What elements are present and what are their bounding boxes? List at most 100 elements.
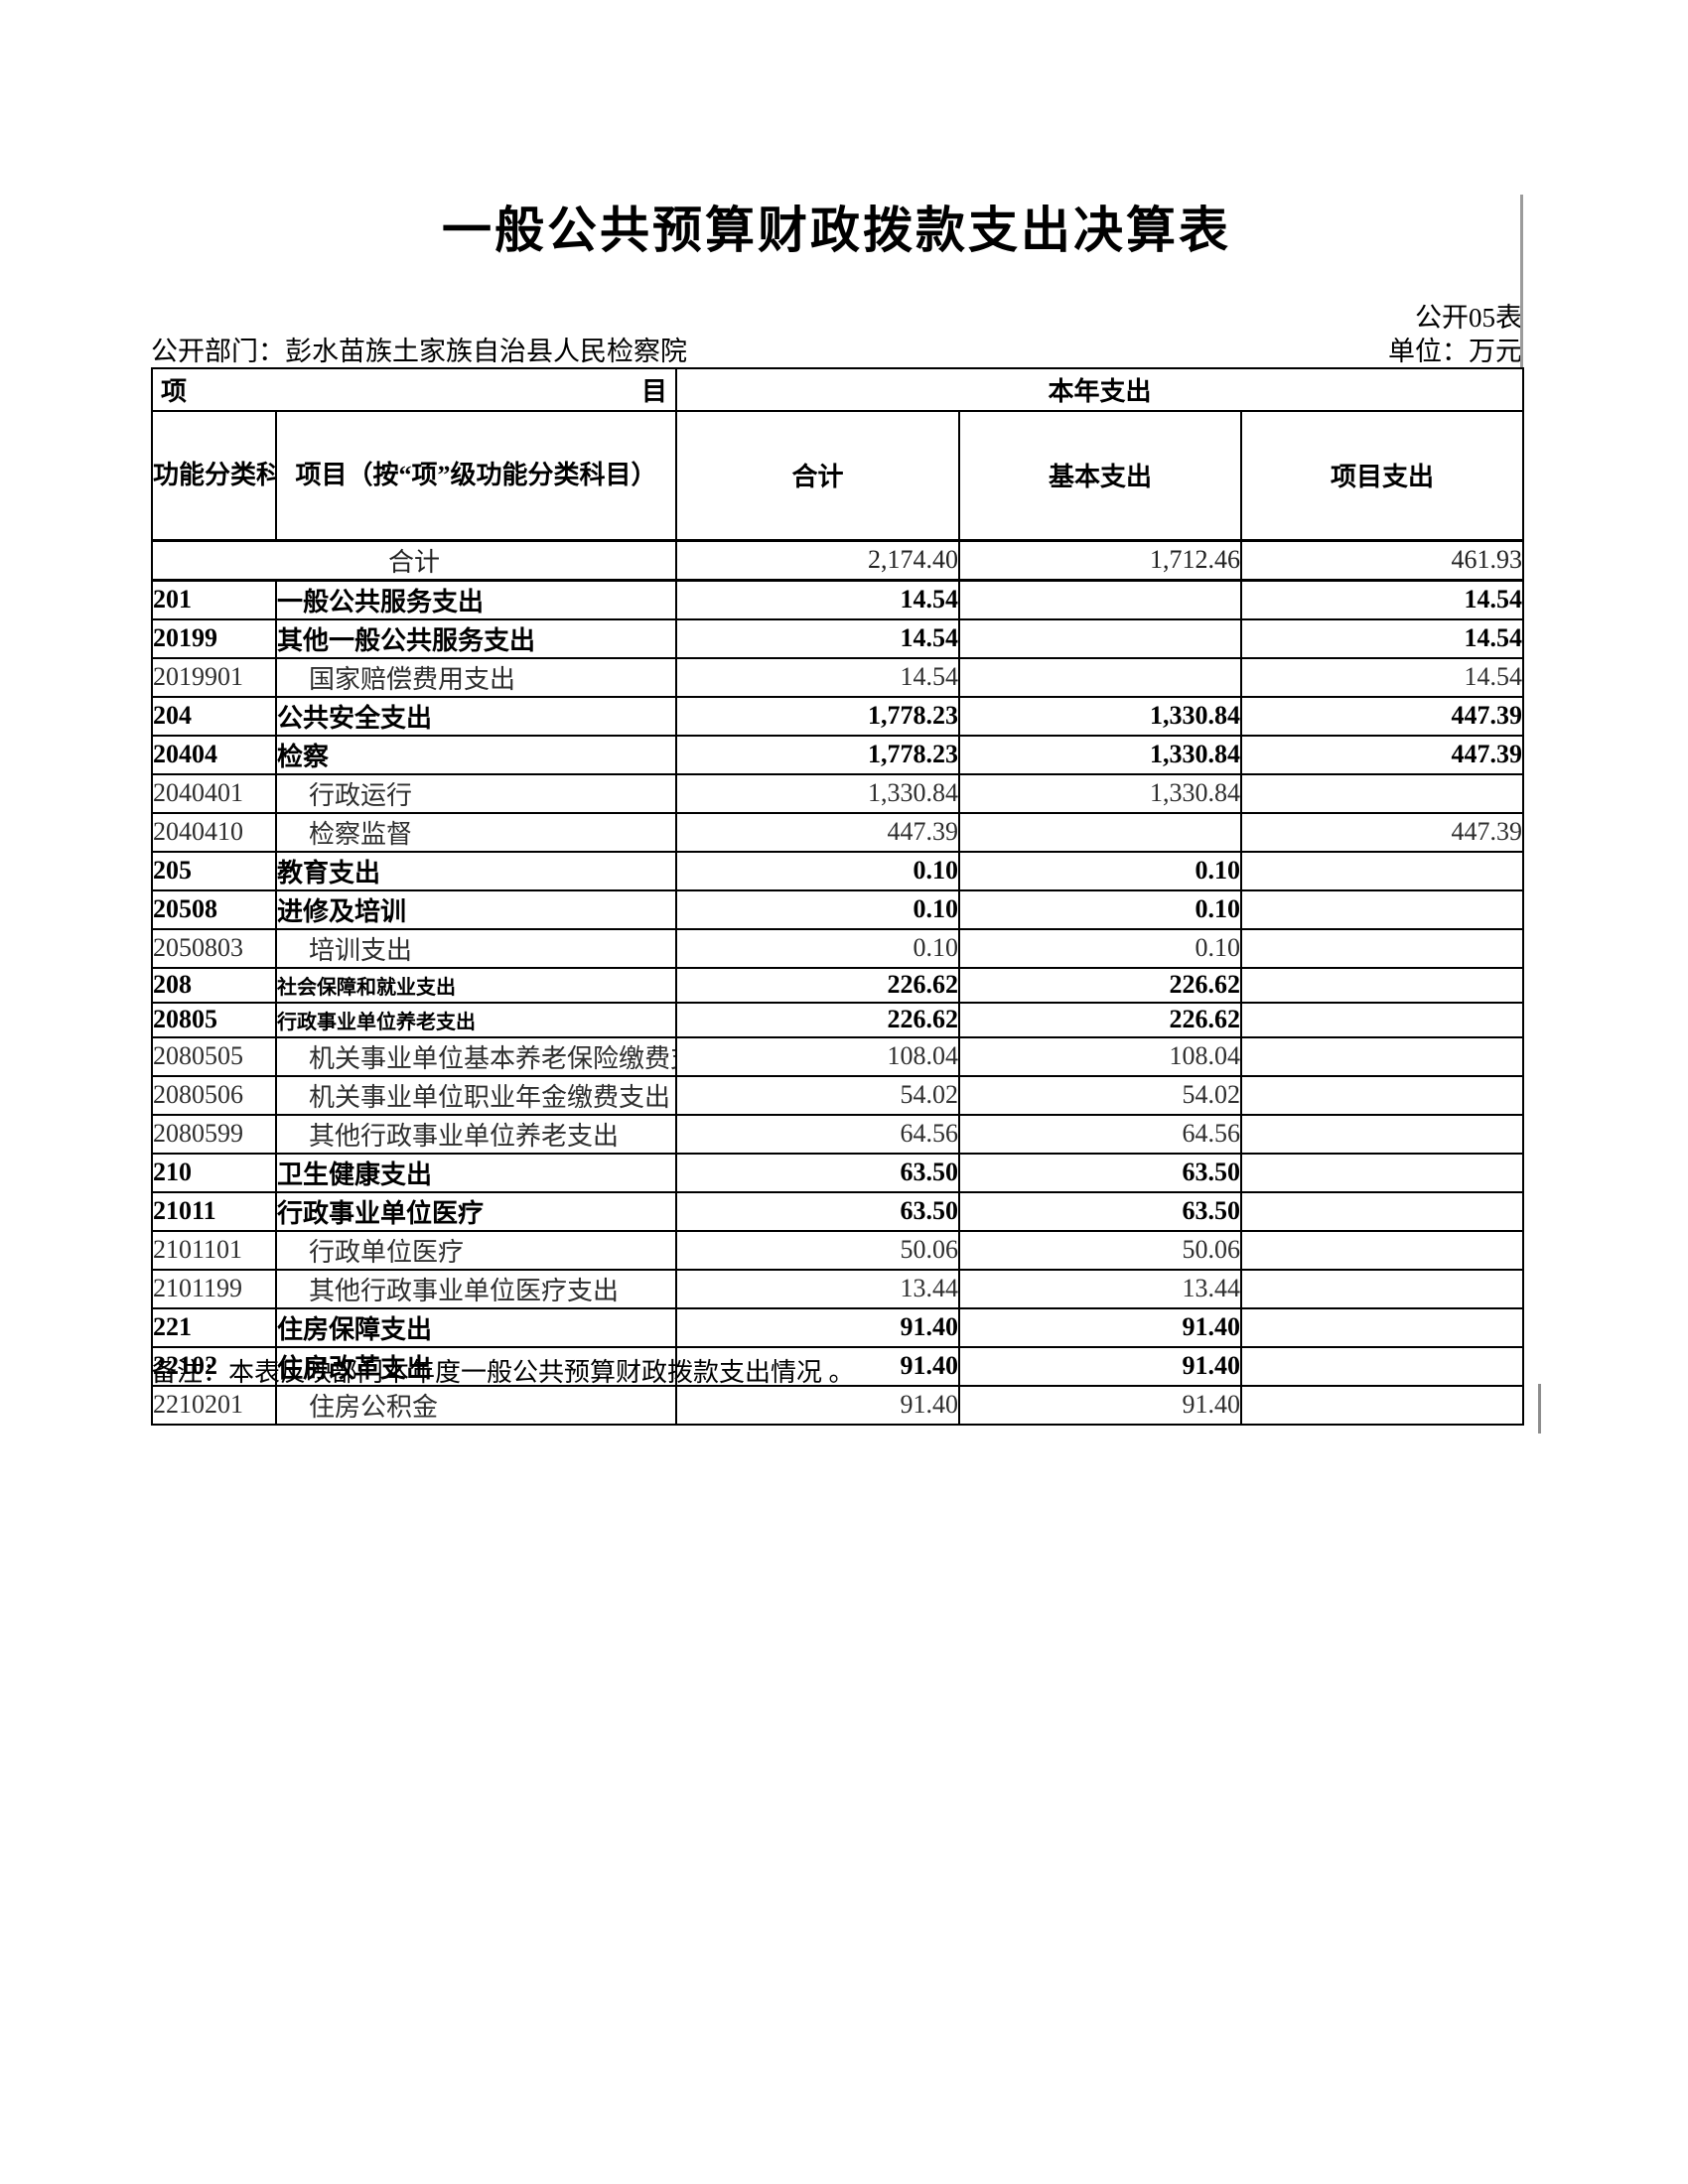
row-code-cell: 20508 (151, 888, 277, 930)
row-name-cell: 其他行政事业单位养老支出 (275, 1113, 677, 1155)
header-project-column: 项目支出 (1239, 410, 1525, 542)
header-item-right: 目 (640, 377, 667, 406)
row-total-cell: 0.10 (675, 850, 960, 891)
row-total-cell: 14.54 (675, 656, 960, 698)
row-name-cell: 社会保障和就业支出 (275, 966, 677, 1004)
row-basic-cell: 91.40 (958, 1306, 1242, 1348)
row-project-cell (1239, 1384, 1525, 1426)
row-project-cell: 461.93 (1239, 539, 1525, 582)
row-total-cell: 63.50 (675, 1152, 960, 1193)
row-name-cell: 行政单位医疗 (275, 1229, 677, 1271)
table-row: 2101199 其他行政事业单位医疗支出 13.44 13.44 (151, 1268, 1525, 1309)
row-name-cell: 行政运行 (275, 772, 677, 814)
row-total-cell: 0.10 (675, 927, 960, 969)
row-basic-cell: 91.40 (958, 1384, 1242, 1426)
row-basic-cell: 13.44 (958, 1268, 1242, 1309)
row-project-cell (1239, 1268, 1525, 1309)
row-code-cell: 2040410 (151, 811, 277, 853)
row-code-cell: 208 (151, 966, 277, 1004)
table-row: 2210201 住房公积金 91.40 91.40 (151, 1384, 1525, 1426)
row-code-cell: 210 (151, 1152, 277, 1193)
row-total-cell: 13.44 (675, 1268, 960, 1309)
table-row: 20404 检察 1,778.23 1,330.84 447.39 (151, 734, 1525, 775)
row-basic-cell: 0.10 (958, 927, 1242, 969)
row-code-cell: 2019901 (151, 656, 277, 698)
row-total-cell: 226.62 (675, 1001, 960, 1038)
table-row: 2040410 检察监督 447.39 447.39 (151, 811, 1525, 853)
row-total-cell: 91.40 (675, 1345, 960, 1387)
row-project-cell: 14.54 (1239, 656, 1525, 698)
row-code-cell: 204 (151, 695, 277, 737)
table-row: 205 教育支出 0.10 0.10 (151, 850, 1525, 891)
row-total-cell: 14.54 (675, 617, 960, 659)
sheet-code-label: 公开05表 (1415, 303, 1522, 333)
row-name-cell: 检察监督 (275, 811, 677, 853)
row-total-cell: 50.06 (675, 1229, 960, 1271)
row-basic-cell: 64.56 (958, 1113, 1242, 1155)
unit-label: 单位：万元 (1388, 337, 1522, 366)
row-project-cell (1239, 888, 1525, 930)
row-project-cell (1239, 1113, 1525, 1155)
row-project-cell (1239, 1306, 1525, 1348)
page-break-mark-top (1520, 195, 1523, 367)
header-item-left: 项 (161, 377, 188, 406)
row-code-cell: 221 (151, 1306, 277, 1348)
table-row: 2101101 行政单位医疗 50.06 50.06 (151, 1229, 1525, 1271)
row-name-cell: 一般公共服务支出 (275, 579, 677, 620)
row-total-cell: 63.50 (675, 1190, 960, 1232)
row-name-cell: 公共安全支出 (275, 695, 677, 737)
row-basic-cell: 54.02 (958, 1074, 1242, 1116)
table-row: 20805 行政事业单位养老支出 226.62 226.62 (151, 1001, 1525, 1038)
header-item-cell: 项 目 (151, 367, 677, 412)
row-code-cell: 20404 (151, 734, 277, 775)
page-title: 一般公共预算财政拨款支出决算表 (442, 203, 1231, 258)
row-code-cell: 21011 (151, 1190, 277, 1232)
row-basic-cell: 63.50 (958, 1152, 1242, 1193)
row-basic-cell: 63.50 (958, 1190, 1242, 1232)
row-project-cell (1239, 927, 1525, 969)
row-name-cell: 国家赔偿费用支出 (275, 656, 677, 698)
row-basic-cell: 91.40 (958, 1345, 1242, 1387)
budget-table: 项 目 本年支出 功能分类科目编码 项目（按“项”级功能分类科目） 合计 基本支… (151, 367, 1525, 1426)
row-project-cell (1239, 1345, 1525, 1387)
row-project-cell: 447.39 (1239, 695, 1525, 737)
row-basic-cell: 0.10 (958, 850, 1242, 891)
row-project-cell (1239, 966, 1525, 1004)
row-project-cell (1239, 1229, 1525, 1271)
row-basic-cell: 1,712.46 (958, 539, 1242, 582)
row-project-cell: 447.39 (1239, 734, 1525, 775)
row-project-cell: 14.54 (1239, 579, 1525, 620)
row-code-cell: 2080599 (151, 1113, 277, 1155)
table-row: 2019901 国家赔偿费用支出 14.54 14.54 (151, 656, 1525, 698)
header-current-year-expense: 本年支出 (674, 367, 1525, 412)
row-project-cell (1239, 1001, 1525, 1038)
row-total-cell: 91.40 (675, 1306, 960, 1348)
row-code-cell: 22102 (151, 1345, 277, 1387)
row-name-cell: 其他行政事业单位医疗支出 (275, 1268, 677, 1309)
table-row: 2050803 培训支出 0.10 0.10 (151, 927, 1525, 969)
row-name-cell: 住房公积金 (275, 1384, 677, 1426)
row-project-cell (1239, 1035, 1525, 1077)
row-project-cell (1239, 1152, 1525, 1193)
table-header: 项 目 本年支出 功能分类科目编码 项目（按“项”级功能分类科目） 合计 基本支… (151, 367, 1525, 542)
row-name-cell: 卫生健康支出 (275, 1152, 677, 1193)
row-project-cell (1239, 1190, 1525, 1232)
row-total-cell: 447.39 (675, 811, 960, 853)
table-row: 221 住房保障支出 91.40 91.40 (151, 1306, 1525, 1348)
row-total-cell: 1,330.84 (675, 772, 960, 814)
department-label: 公开部门：彭水苗族土家族自治县人民检察院 (151, 337, 687, 366)
row-name-cell: 住房保障支出 (275, 1306, 677, 1348)
table-row: 22102 住房改革支出 91.40 91.40 (151, 1345, 1525, 1387)
row-total-cell: 1,778.23 (675, 734, 960, 775)
row-code-cell: 2050803 (151, 927, 277, 969)
row-name-cell: 住房改革支出 (275, 1345, 677, 1387)
note-line: 备注：本表反映部门本年度一般公共预算财政拨款支出情况 。 (151, 1358, 855, 1387)
table-row: 204 公共安全支出 1,778.23 1,330.84 447.39 (151, 695, 1525, 737)
row-code-cell: 205 (151, 850, 277, 891)
row-project-cell: 447.39 (1239, 811, 1525, 853)
row-total-cell: 108.04 (675, 1035, 960, 1077)
table-row: 2080599 其他行政事业单位养老支出 64.56 64.56 (151, 1113, 1525, 1155)
header-row-columns: 功能分类科目编码 项目（按“项”级功能分类科目） 合计 基本支出 项目支出 (151, 410, 1525, 542)
